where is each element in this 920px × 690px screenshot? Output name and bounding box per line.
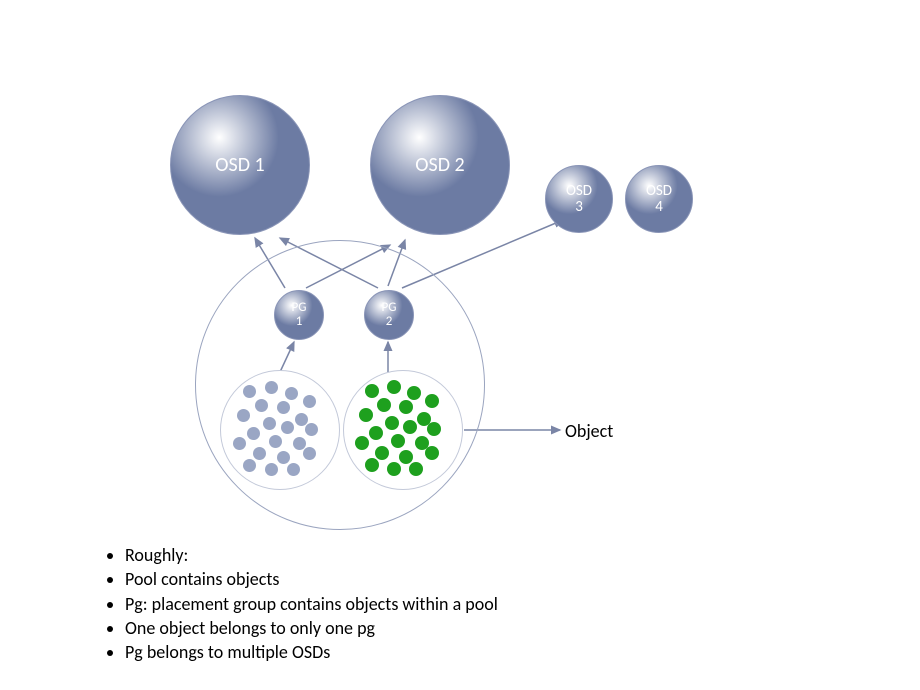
- osd-node-osd2: OSD 2: [370, 95, 510, 235]
- object-cluster-right: [343, 370, 463, 490]
- object-dot: [375, 446, 389, 460]
- object-dot: [269, 435, 282, 448]
- object-dot: [359, 408, 373, 422]
- object-dot: [403, 420, 417, 434]
- object-dot: [427, 422, 441, 436]
- object-dot: [303, 447, 316, 460]
- object-dot: [265, 381, 278, 394]
- object-dot: [243, 459, 256, 472]
- object-dot: [355, 436, 369, 450]
- object-dot: [287, 463, 300, 476]
- osd-label: OSD 2: [415, 153, 464, 177]
- object-dot: [263, 417, 276, 430]
- object-dot: [237, 409, 250, 422]
- bullet-item: Pg belongs to multiple OSDs: [125, 640, 498, 664]
- object-dot: [277, 451, 290, 464]
- pg-label: PG 2: [382, 301, 397, 330]
- bullet-list: Roughly: Pool contains objects Pg: place…: [55, 543, 498, 664]
- bullet-item: Roughly:: [125, 543, 498, 567]
- object-dot: [233, 437, 246, 450]
- object-dot: [281, 421, 294, 434]
- bullet-item: Pool contains objects: [125, 567, 498, 591]
- osd-node-osd3: OSD 3: [545, 165, 613, 233]
- object-dot: [285, 387, 298, 400]
- object-dot: [303, 395, 316, 408]
- object-dot: [409, 462, 423, 476]
- object-dot: [255, 399, 268, 412]
- pg-label: PG 1: [292, 301, 307, 330]
- bullet-item: One object belongs to only one pg: [125, 616, 498, 640]
- object-dot: [407, 386, 421, 400]
- object-dot: [295, 413, 308, 426]
- bullet-item: Pg: placement group contains objects wit…: [125, 592, 498, 616]
- object-dot: [385, 416, 399, 430]
- object-dot: [365, 458, 379, 472]
- object-dot: [253, 447, 266, 460]
- object-dot: [243, 385, 256, 398]
- object-dot: [391, 434, 405, 448]
- object-dot: [369, 426, 383, 440]
- object-dot: [399, 450, 413, 464]
- object-dot: [293, 437, 306, 450]
- object-dot: [387, 380, 401, 394]
- object-cluster-left: [220, 370, 340, 490]
- osd-node-osd4: OSD 4: [625, 165, 693, 233]
- object-dot: [365, 384, 379, 398]
- osd-label: OSD 1: [215, 153, 264, 177]
- object-dot: [399, 400, 413, 414]
- object-dot: [265, 463, 278, 476]
- object-label: Object: [565, 420, 613, 442]
- object-dot: [247, 427, 260, 440]
- pg-node-pg1: PG 1: [274, 290, 324, 340]
- osd-label: OSD 4: [646, 183, 672, 216]
- object-dot: [425, 446, 439, 460]
- osd-node-osd1: OSD 1: [170, 95, 310, 235]
- pg-node-pg2: PG 2: [364, 290, 414, 340]
- object-dot: [277, 401, 290, 414]
- object-dot: [305, 423, 318, 436]
- object-dot: [377, 398, 391, 412]
- osd-label: OSD 3: [566, 183, 592, 216]
- object-dot: [425, 394, 439, 408]
- object-dot: [387, 462, 401, 476]
